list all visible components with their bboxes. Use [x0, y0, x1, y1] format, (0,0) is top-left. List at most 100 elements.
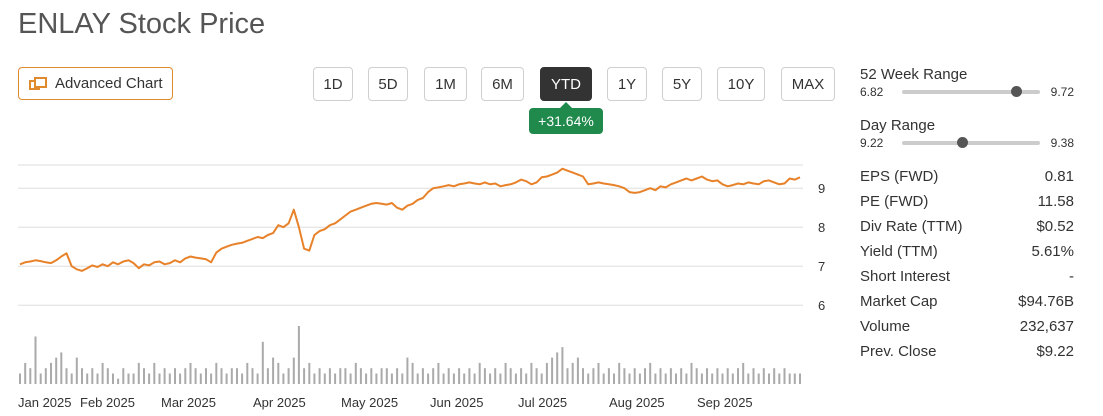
volume-bar	[323, 373, 326, 384]
volume-bar	[24, 362, 27, 384]
volume-bar	[737, 368, 739, 384]
volume-bar	[313, 373, 316, 384]
x-tick-label: Feb 2025	[80, 395, 135, 410]
y-tick-label: 6	[818, 298, 825, 313]
volume-bar	[654, 373, 657, 384]
stat-row: Short Interest -	[860, 264, 1074, 289]
volume-bar	[272, 357, 275, 384]
volume-bar	[768, 373, 770, 384]
volume-bar	[215, 362, 218, 384]
volume-bar	[421, 368, 424, 384]
advanced-chart-label: Advanced Chart	[55, 75, 163, 92]
volume-bar	[117, 378, 120, 384]
range-button-5y[interactable]: 5Y	[662, 67, 702, 101]
volume-bar	[587, 373, 590, 384]
volume-bar	[649, 362, 652, 384]
volume-bar	[86, 373, 89, 384]
volume-bar	[236, 368, 238, 384]
volume-bar	[210, 373, 213, 384]
volume-bar	[75, 357, 78, 384]
volume-bar	[256, 373, 259, 384]
volume-bar	[566, 368, 569, 384]
volume-bar	[613, 373, 615, 384]
x-tick-label: Jul 2025	[518, 395, 567, 410]
range-button-ytd[interactable]: YTD	[540, 67, 592, 101]
x-tick-label: Aug 2025	[609, 395, 665, 410]
volume-bar	[168, 373, 171, 384]
volume-bar	[597, 362, 600, 384]
volume-bar	[726, 368, 729, 384]
volume-bar	[292, 357, 295, 384]
volume-bar	[101, 362, 104, 384]
volume-bar	[509, 368, 512, 384]
volume-bar	[251, 368, 254, 384]
volume-bar	[44, 368, 47, 384]
volume-bar	[50, 362, 52, 384]
day-range-label: Day Range	[860, 117, 936, 134]
volume-bar	[220, 368, 223, 384]
volume-bar	[246, 362, 249, 384]
volume-bar	[266, 368, 269, 384]
volume-bar	[742, 362, 745, 384]
volume-bar	[623, 368, 626, 384]
volume-bar	[442, 373, 445, 384]
volume-bar	[143, 368, 145, 384]
day-range-high: 9.38	[1050, 136, 1074, 150]
stat-label: EPS (FWD)	[860, 168, 939, 185]
volume-bar	[602, 373, 605, 384]
volume-bar	[793, 373, 796, 384]
stat-value: -	[1069, 268, 1074, 285]
volume-bar	[205, 368, 207, 384]
stat-value: 0.81	[1044, 168, 1074, 185]
volume-bar	[478, 362, 481, 384]
volume-bar	[690, 362, 693, 384]
volume-bar	[163, 368, 166, 384]
range-button-5d[interactable]: 5D	[368, 67, 408, 101]
volume-bar	[406, 357, 409, 384]
volume-bar	[277, 362, 280, 384]
volume-bar	[675, 373, 677, 384]
volume-bar	[773, 368, 776, 384]
x-tick-label: Sep 2025	[697, 395, 753, 410]
volume-bar	[556, 352, 559, 384]
stat-label: Short Interest	[860, 268, 951, 285]
volume-bar	[287, 368, 290, 384]
change-badge: +31.64%	[529, 102, 603, 134]
x-tick-label: Mar 2025	[161, 395, 216, 410]
volume-bar	[545, 362, 548, 384]
volume-bar	[463, 373, 466, 384]
range-button-6m[interactable]: 6M	[481, 67, 524, 101]
volume-bar	[19, 373, 21, 384]
stat-row: Market Cap $94.76B	[860, 289, 1074, 314]
range-button-1d[interactable]: 1D	[313, 67, 353, 101]
volume-bar	[158, 373, 161, 384]
volume-bar	[468, 368, 471, 384]
volume-bar	[34, 336, 37, 384]
stat-row: EPS (FWD) 0.81	[860, 164, 1074, 189]
volume-bar	[179, 373, 182, 384]
range-button-1y[interactable]: 1Y	[607, 67, 647, 101]
volume-bar	[638, 373, 641, 384]
stat-row: Volume 232,637	[860, 314, 1074, 339]
volume-bar	[225, 373, 228, 384]
range-button-1m[interactable]: 1M	[424, 67, 467, 101]
range-button-max[interactable]: MAX	[781, 67, 835, 101]
volume-bar	[112, 373, 114, 384]
volume-bar	[447, 368, 450, 384]
stat-label: Yield (TTM)	[860, 243, 938, 260]
volume-bar	[184, 368, 187, 384]
volume-bar	[432, 368, 435, 384]
volume-bar	[504, 362, 507, 384]
volume-bar	[396, 368, 399, 384]
stat-value: $0.52	[1036, 218, 1074, 235]
advanced-chart-button[interactable]: Advanced Chart	[18, 67, 173, 100]
week52-range-track	[902, 86, 1040, 97]
volume-bar	[592, 368, 595, 384]
stat-label: PE (FWD)	[860, 193, 929, 210]
volume-bar	[628, 373, 631, 384]
range-button-10y[interactable]: 10Y	[717, 67, 765, 101]
volume-bar	[65, 368, 68, 384]
volume-bar	[308, 362, 311, 384]
volume-bar	[788, 373, 791, 384]
page-title: ENLAY Stock Price	[18, 8, 266, 40]
